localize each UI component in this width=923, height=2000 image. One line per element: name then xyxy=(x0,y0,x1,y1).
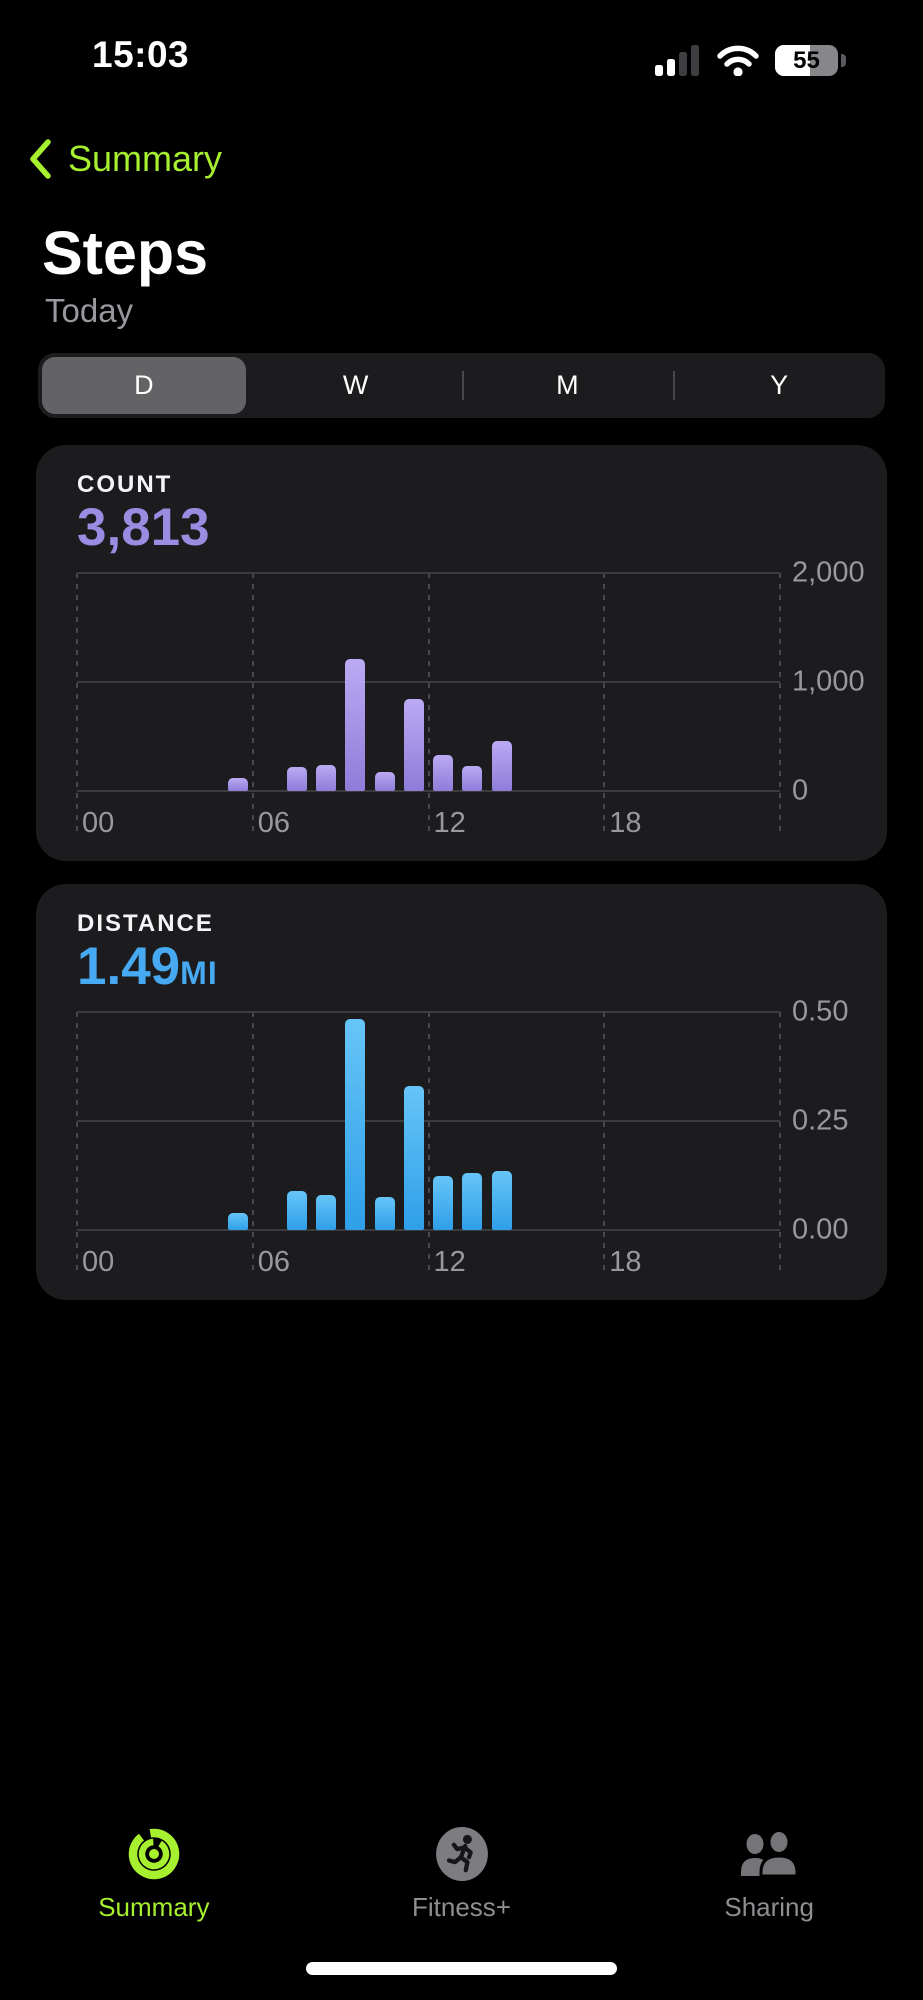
status-bar-time: 15:03 xyxy=(92,34,190,75)
tab-fitness-plus-label: Fitness+ xyxy=(412,1892,511,1922)
distance-chart-y-axis: 0.00 0.25 0.50 xyxy=(792,996,902,1246)
y-axis-tick-label: 0.00 xyxy=(792,1213,849,1246)
chart-bar xyxy=(315,764,336,791)
status-bar-icons: 55 xyxy=(655,45,846,76)
chart-vertical-gridline xyxy=(779,573,781,837)
count-number: 3,813 xyxy=(77,498,210,557)
tab-sharing-label: Sharing xyxy=(724,1892,814,1922)
distance-bar-chart[interactable] xyxy=(76,1011,781,1276)
chart-vertical-gridline xyxy=(427,573,430,837)
chart-vertical-gridline xyxy=(427,1012,430,1276)
y-axis-tick-label: 0 xyxy=(792,774,809,807)
wifi-icon xyxy=(717,45,759,76)
chart-vertical-gridline xyxy=(76,573,78,837)
tab-week[interactable]: W xyxy=(342,370,369,400)
chart-bar xyxy=(286,767,307,791)
chart-horizontal-gridline xyxy=(77,790,780,792)
chart-vertical-gridline xyxy=(251,573,254,837)
distance-card[interactable]: DISTANCE 1.49MI 0.00 0.25 0.50 00 06 12 18 xyxy=(36,884,887,1300)
chart-bar xyxy=(374,772,395,791)
chart-bar xyxy=(403,1086,424,1230)
activity-rings-icon xyxy=(128,1828,180,1880)
chart-horizontal-gridline xyxy=(77,572,780,574)
distance-value: 1.49MI xyxy=(77,937,218,1003)
time-range-segmented-control: D W M Y xyxy=(38,353,885,418)
x-axis-tick-label: 18 xyxy=(609,807,642,839)
x-axis-tick-label: 00 xyxy=(82,807,115,839)
page-title: Steps xyxy=(42,219,209,287)
x-axis-tick-label: 12 xyxy=(433,1246,466,1278)
chart-bar xyxy=(433,755,454,791)
chart-bar xyxy=(433,1175,454,1230)
chart-horizontal-gridline xyxy=(77,1120,780,1122)
chart-bar xyxy=(286,1190,307,1230)
tab-month[interactable]: M xyxy=(556,370,579,400)
steps-chart-y-axis: 0 1,000 2,000 xyxy=(792,557,902,807)
distance-number: 1.49 xyxy=(77,937,181,996)
people-icon xyxy=(741,1830,799,1878)
steps-bar-chart[interactable] xyxy=(76,572,781,837)
chart-vertical-gridline xyxy=(603,1012,606,1276)
segment-separator xyxy=(461,371,464,400)
cellular-signal-icon xyxy=(655,45,699,76)
chart-bar xyxy=(345,659,366,791)
back-button[interactable]: Summary xyxy=(28,138,222,180)
battery-fill xyxy=(775,45,810,76)
back-button-label: Summary xyxy=(68,138,223,179)
y-axis-tick-label: 0.50 xyxy=(792,995,849,1028)
steps-chart-x-axis: 00 06 12 18 xyxy=(77,801,780,841)
chart-bar xyxy=(345,1018,366,1230)
distance-unit: MI xyxy=(180,955,218,991)
y-axis-tick-label: 1,000 xyxy=(792,665,865,698)
distance-chart-x-axis: 00 06 12 18 xyxy=(77,1240,780,1280)
count-value: 3,813 xyxy=(77,498,210,564)
chart-bar xyxy=(462,1173,483,1230)
y-axis-tick-label: 0.25 xyxy=(792,1104,849,1137)
tab-sharing[interactable]: Sharing xyxy=(615,1826,923,1923)
x-axis-tick-label: 06 xyxy=(257,807,291,839)
y-axis-tick-label: 2,000 xyxy=(792,556,865,589)
chart-bar xyxy=(403,699,424,791)
tab-fitness-plus[interactable]: Fitness+ xyxy=(308,1826,616,1923)
chart-bar xyxy=(491,741,512,791)
count-card[interactable]: COUNT 3,813 0 1,000 2,000 00 06 12 18 xyxy=(36,445,887,861)
tab-day[interactable]: D xyxy=(134,370,154,400)
segment-separator xyxy=(673,371,676,400)
tab-bar: Summary Fitness+ xyxy=(0,1826,923,1923)
tab-summary[interactable]: Summary xyxy=(0,1826,308,1923)
chart-bar xyxy=(315,1195,336,1230)
battery-percent: 55 xyxy=(793,46,820,74)
chart-vertical-gridline xyxy=(779,1012,781,1276)
segmented-selected-pill xyxy=(42,357,246,414)
chart-bar xyxy=(462,765,483,791)
runner-icon xyxy=(435,1827,488,1881)
chart-vertical-gridline xyxy=(251,1012,254,1276)
x-axis-tick-label: 00 xyxy=(82,1246,115,1278)
x-axis-tick-label: 18 xyxy=(609,1246,642,1278)
chart-bar xyxy=(491,1171,512,1230)
x-axis-tick-label: 12 xyxy=(433,807,466,839)
page-subtitle: Today xyxy=(45,292,134,329)
chart-bar xyxy=(374,1197,395,1230)
chart-bar xyxy=(228,1212,249,1230)
home-indicator[interactable] xyxy=(306,1962,617,1975)
chart-horizontal-gridline xyxy=(77,1011,780,1013)
chart-horizontal-gridline xyxy=(77,681,780,683)
chart-horizontal-gridline xyxy=(77,1229,780,1231)
battery-nub xyxy=(841,54,846,67)
count-card-caption: COUNT xyxy=(77,471,173,498)
distance-card-caption: DISTANCE xyxy=(77,910,214,937)
tab-year[interactable]: Y xyxy=(770,370,789,400)
battery-icon: 55 xyxy=(775,45,838,76)
chart-vertical-gridline xyxy=(76,1012,78,1276)
chart-vertical-gridline xyxy=(603,573,606,837)
chevron-left-icon xyxy=(30,139,51,179)
x-axis-tick-label: 06 xyxy=(257,1246,291,1278)
tab-summary-label: Summary xyxy=(98,1892,210,1922)
chart-bar xyxy=(228,778,249,791)
